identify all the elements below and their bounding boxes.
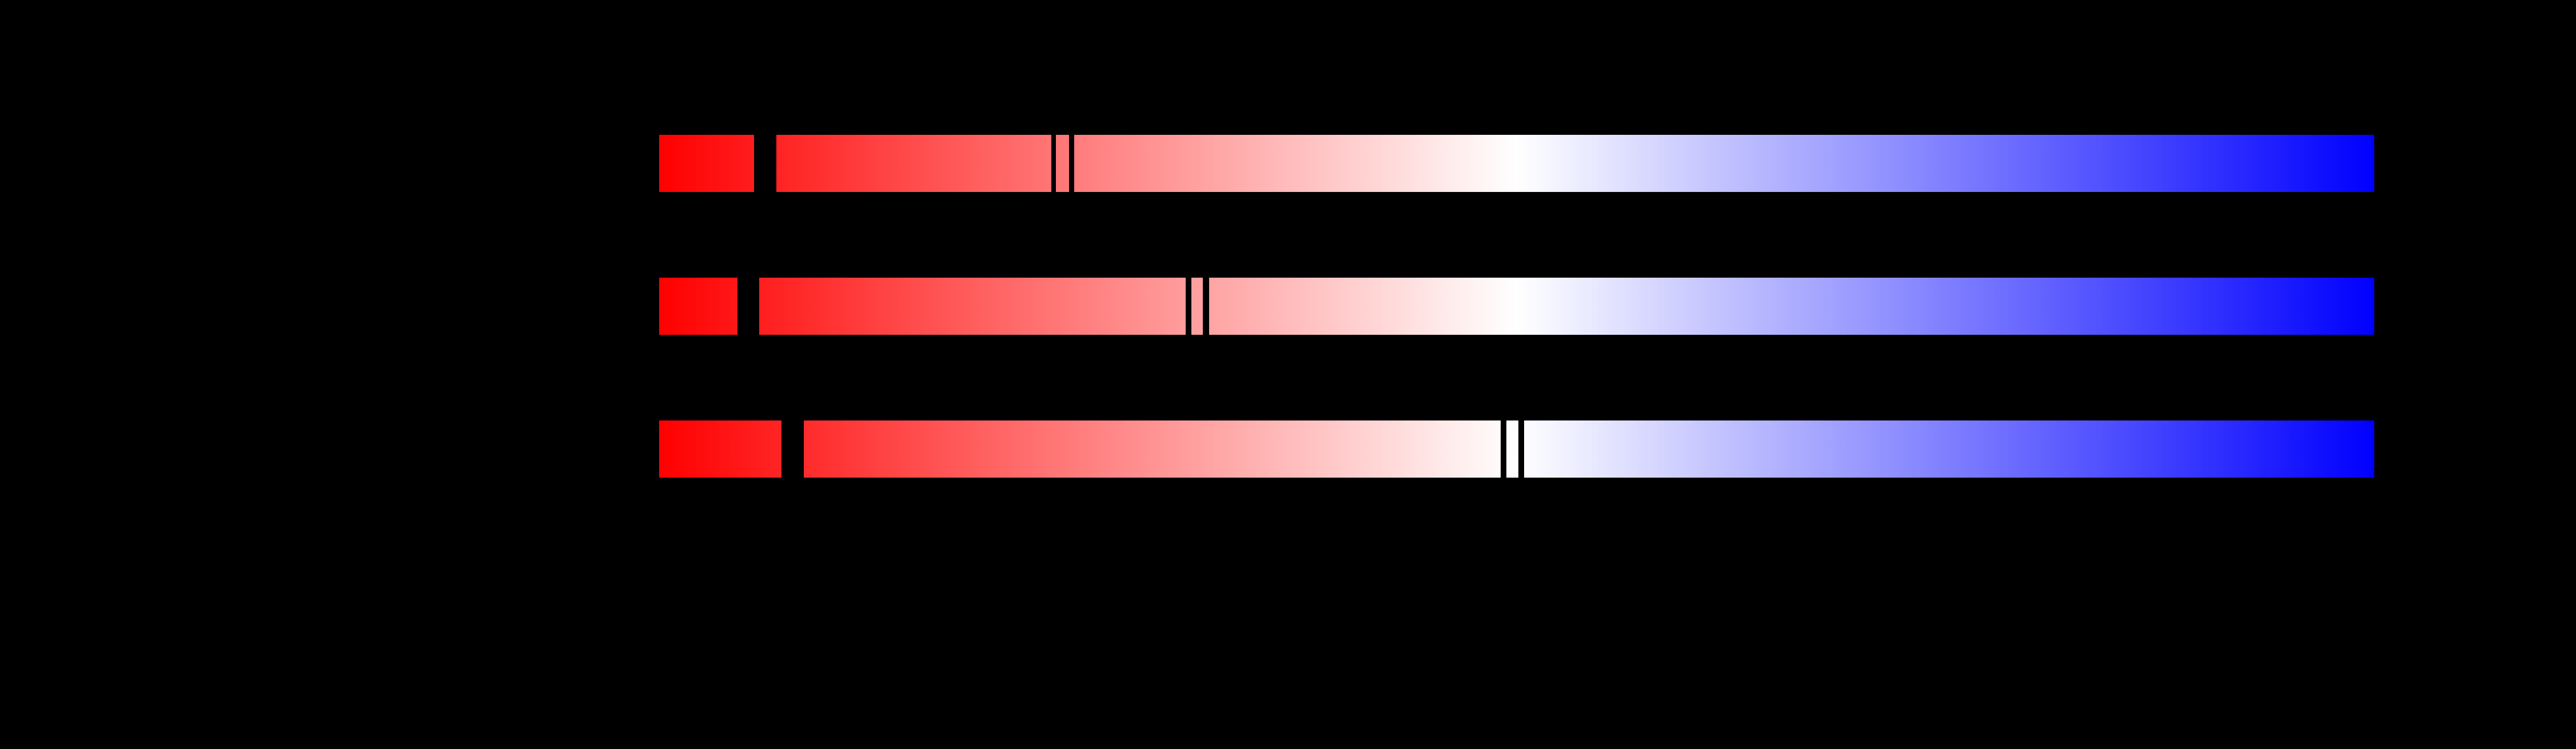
segment-gap-row-3 — [781, 420, 804, 478]
marker-line-2-row-2 — [1203, 278, 1209, 335]
gradient-bar-row-3 — [659, 420, 2374, 478]
marker-line-2-row-3 — [1518, 420, 1524, 478]
marker-line-1-row-1 — [1051, 135, 1056, 192]
segment-gap-row-2 — [737, 278, 759, 335]
gradient-bar-row-1 — [659, 135, 2374, 192]
marker-line-1-row-2 — [1186, 278, 1191, 335]
marker-line-1-row-3 — [1501, 420, 1506, 478]
gradient-bar-row-2 — [659, 278, 2374, 335]
marker-line-2-row-1 — [1069, 135, 1074, 192]
segment-gap-row-1 — [754, 135, 776, 192]
